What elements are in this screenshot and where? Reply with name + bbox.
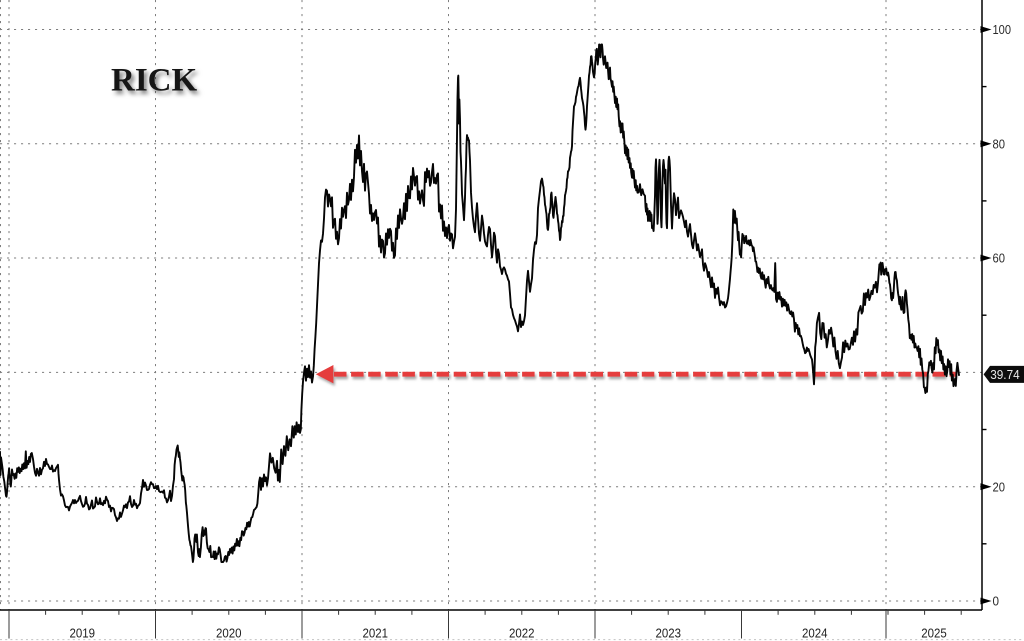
svg-text:2021: 2021: [362, 626, 388, 641]
svg-text:2022: 2022: [509, 626, 535, 641]
svg-text:2025: 2025: [921, 626, 947, 641]
svg-text:0: 0: [993, 594, 1000, 609]
svg-text:2023: 2023: [655, 626, 681, 641]
svg-text:39.74: 39.74: [990, 367, 1020, 382]
svg-text:2024: 2024: [802, 626, 828, 641]
svg-text:2020: 2020: [216, 626, 242, 641]
svg-text:2019: 2019: [69, 626, 95, 641]
svg-text:60: 60: [993, 251, 1006, 266]
svg-text:100: 100: [993, 22, 1012, 37]
svg-text:RICK: RICK: [111, 63, 198, 99]
svg-text:20: 20: [993, 479, 1006, 494]
svg-text:80: 80: [993, 136, 1006, 151]
